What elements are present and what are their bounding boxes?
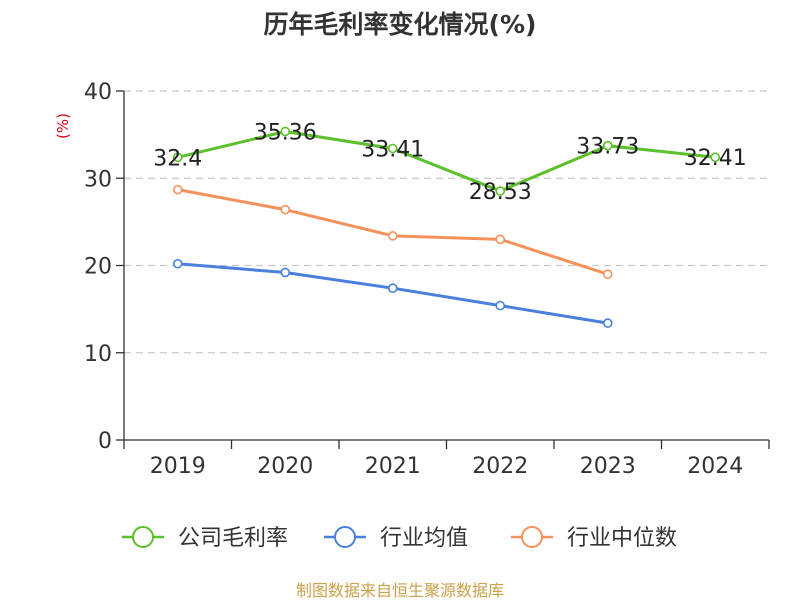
data-point	[602, 140, 613, 151]
legend: 公司毛利率 行业均值 行业中位数	[122, 526, 677, 551]
data-point	[280, 204, 291, 215]
y-axis-ticks: 0 10 20 30 40	[84, 80, 124, 454]
data-point	[172, 184, 183, 195]
x-tick-label: 2024	[687, 454, 743, 479]
y-tick-label: 20	[84, 255, 112, 280]
legend-label-0: 公司毛利率	[178, 526, 288, 551]
data-point	[602, 318, 613, 328]
grid-lines	[124, 90, 769, 354]
data-point	[387, 143, 398, 154]
data-point	[280, 267, 291, 278]
series-line-1	[177, 262, 608, 325]
series-line-0	[177, 129, 716, 193]
data-point	[495, 186, 506, 196]
data-point	[602, 269, 613, 280]
data-point	[710, 152, 721, 163]
data-label: 32.41	[684, 146, 747, 171]
x-tick-label: 2020	[257, 454, 313, 479]
legend-label-1: 行业均值	[380, 526, 468, 551]
y-tick-label: 0	[98, 429, 112, 454]
data-label: 33.73	[576, 135, 639, 160]
y-tick-label: 30	[84, 167, 112, 192]
data-label: 33.41	[361, 137, 424, 162]
x-tick-label: 2021	[365, 454, 421, 479]
data-point	[495, 300, 506, 311]
data-point	[387, 283, 398, 293]
data-point	[495, 234, 506, 245]
legend-marker-1	[334, 526, 356, 548]
data-point	[172, 152, 183, 163]
x-tick-label: 2022	[472, 454, 528, 479]
data-point	[280, 126, 291, 137]
data-label: 32.4	[153, 146, 202, 171]
legend-label-2: 行业中位数	[567, 526, 677, 551]
y-unit-label: (%)	[54, 113, 72, 139]
chart-title: 历年毛利率变化情况(%)	[264, 10, 537, 39]
legend-marker-0	[132, 526, 154, 548]
x-tick-label: 2023	[580, 454, 636, 479]
data-labels: 32.4 35.36 33.41 28.53 33.73 32.41	[153, 120, 746, 205]
data-label: 28.53	[469, 180, 532, 205]
x-axis-ticks: 2019 2020 2021 2022 2023 2024	[123, 440, 770, 479]
data-point	[387, 231, 398, 241]
x-tick-label: 2019	[150, 454, 206, 479]
source-note: 制图数据来自恒生聚源数据库	[296, 581, 504, 600]
y-tick-label: 10	[84, 342, 112, 367]
data-point	[172, 258, 183, 269]
series-layer	[172, 126, 721, 328]
data-label: 35.36	[254, 120, 317, 145]
y-tick-label: 40	[84, 80, 112, 105]
legend-marker-2	[521, 526, 543, 548]
